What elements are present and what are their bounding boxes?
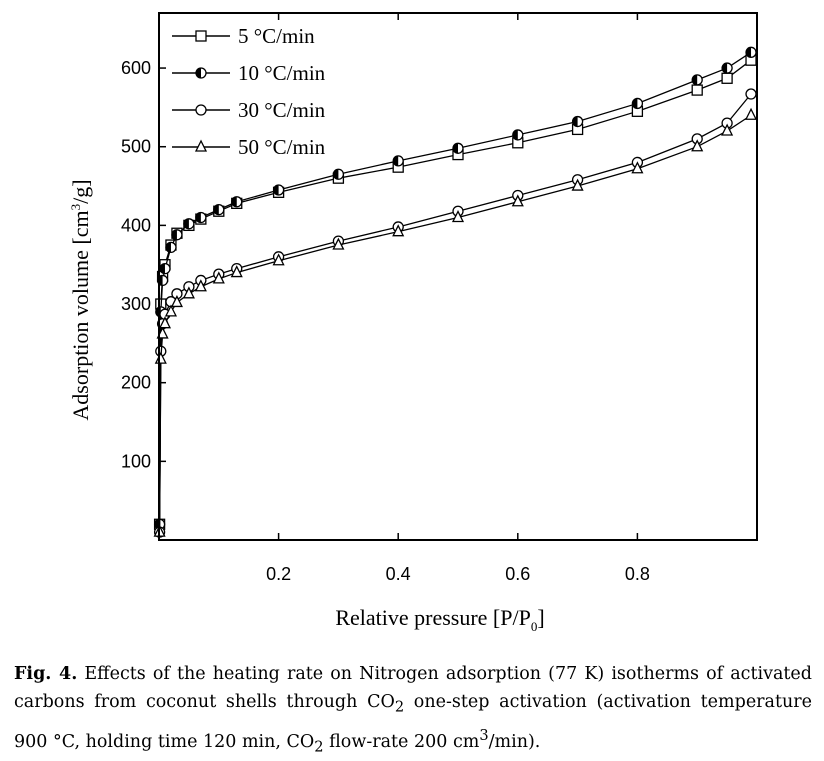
y-axis-title-end: /g] xyxy=(68,179,93,203)
y-tick-labels: 100 200 300 400 500 600 xyxy=(121,58,151,471)
data-point-1-18 xyxy=(721,62,733,74)
series-line-0 xyxy=(158,59,752,525)
data-point-1-12 xyxy=(392,155,404,167)
y-axis-title-main: Adsorption volume [cm xyxy=(68,210,93,420)
series-line-1 xyxy=(158,51,752,525)
data-point-1-3 xyxy=(159,262,171,275)
y-tick-label-2: 300 xyxy=(121,294,151,314)
data-point-2-19 xyxy=(745,88,757,100)
data-point-0-18 xyxy=(721,72,733,84)
data-point-1-2 xyxy=(156,274,169,287)
data-point-1-7 xyxy=(195,211,207,224)
data-point-3-7 xyxy=(194,279,207,292)
y-tick-label-4: 500 xyxy=(121,137,151,157)
caption-label: Fig. 4. xyxy=(14,664,78,684)
series-3 xyxy=(153,107,758,537)
data-point-3-17 xyxy=(691,139,704,152)
legend-marker-1 xyxy=(195,67,207,79)
legend-label-1: 10 °C/min xyxy=(238,61,326,85)
data-point-1-10 xyxy=(272,184,285,196)
data-point-1-14 xyxy=(512,129,524,141)
data-point-3-2 xyxy=(156,326,169,339)
data-point-1-4 xyxy=(165,241,177,254)
data-point-1-9 xyxy=(231,196,243,208)
data-point-1-11 xyxy=(332,168,345,180)
plot-frame xyxy=(158,12,758,541)
caption-text-1: Effects of the heating rate on Nitrogen … xyxy=(14,664,812,712)
data-point-3-3 xyxy=(158,316,172,329)
series-1 xyxy=(153,46,757,530)
data-point-1-16 xyxy=(631,97,644,110)
data-point-3-16 xyxy=(631,161,644,174)
isotherm-chart: 100 200 300 400 500 600 0.2 0.4 0.6 0.8 5 °C/min… xyxy=(68,12,758,634)
series-layer xyxy=(153,46,758,538)
x-axis-title: Relative pressure [P/P0] xyxy=(335,605,544,634)
axis-ticks xyxy=(159,13,639,540)
x-axis-title-sub: 0 xyxy=(531,619,538,634)
data-point-1-13 xyxy=(452,142,464,154)
y-tick-label-0: 100 xyxy=(121,451,151,471)
data-point-1-15 xyxy=(571,115,584,128)
x-axis-title-end: ] xyxy=(537,605,544,630)
data-point-3-11 xyxy=(332,237,345,250)
legend-entry-2: 30 °C/min xyxy=(172,98,326,122)
x-tick-label-0: 0.2 xyxy=(266,564,291,584)
series-line-3 xyxy=(158,114,752,533)
data-point-3-10 xyxy=(272,253,285,266)
y-axis-title-sup: 3 xyxy=(68,204,83,211)
figure-caption: Fig. 4. Effects of the heating rate on N… xyxy=(14,660,812,761)
data-point-3-13 xyxy=(451,210,465,223)
caption-text-2: one-step activation (activation temperat… xyxy=(14,692,812,752)
data-point-1-17 xyxy=(691,74,703,86)
x-tick-label-3: 0.8 xyxy=(625,564,650,584)
data-point-3-12 xyxy=(392,224,405,237)
caption-sub-1: 2 xyxy=(394,698,405,716)
caption-text-3: flow-rate 200 cm xyxy=(323,731,480,752)
data-point-3-4 xyxy=(164,304,178,317)
data-point-3-14 xyxy=(511,194,524,207)
y-tick-label-3: 400 xyxy=(121,215,151,235)
x-tick-label-2: 0.6 xyxy=(505,564,530,584)
caption-text-4: /min). xyxy=(488,731,541,752)
data-point-3-19 xyxy=(744,107,758,120)
x-axis-title-main: Relative pressure [P/P xyxy=(335,605,531,630)
data-point-1-19 xyxy=(745,46,757,58)
legend-entry-3: 50 °C/min xyxy=(172,135,326,159)
x-tick-labels: 0.2 0.4 0.6 0.8 xyxy=(266,564,650,584)
series-0 xyxy=(153,54,757,530)
legend-label-2: 30 °C/min xyxy=(238,98,326,122)
data-point-3-15 xyxy=(571,178,584,191)
legend-label-3: 50 °C/min xyxy=(238,135,326,159)
y-tick-label-5: 600 xyxy=(121,58,151,78)
legend-label-0: 5 °C/min xyxy=(238,24,315,48)
data-point-3-9 xyxy=(230,265,243,278)
legend-entry-0: 5 °C/min xyxy=(172,24,315,48)
caption-sup-1: 3 xyxy=(479,726,489,744)
data-point-3-6 xyxy=(182,286,195,299)
legend-entry-1: 10 °C/min xyxy=(172,61,326,85)
data-point-1-5 xyxy=(171,229,183,241)
caption-sub-2: 2 xyxy=(314,737,324,755)
y-tick-label-1: 200 xyxy=(121,373,151,393)
legend: 5 °C/min 10 °C/min 30 °C/min 50 °C/min xyxy=(172,24,326,159)
x-tick-label-1: 0.4 xyxy=(386,564,411,584)
y-axis-title: Adsorption volume [cm3/g] xyxy=(68,179,93,420)
data-point-3-8 xyxy=(212,271,225,284)
data-point-0-17 xyxy=(691,84,703,96)
legend-marker-3 xyxy=(194,139,208,152)
data-point-1-8 xyxy=(213,203,225,216)
legend-marker-0 xyxy=(195,30,207,42)
data-point-1-6 xyxy=(183,218,195,230)
data-point-3-5 xyxy=(170,295,183,308)
legend-marker-2 xyxy=(195,104,207,116)
data-point-3-18 xyxy=(721,123,734,136)
